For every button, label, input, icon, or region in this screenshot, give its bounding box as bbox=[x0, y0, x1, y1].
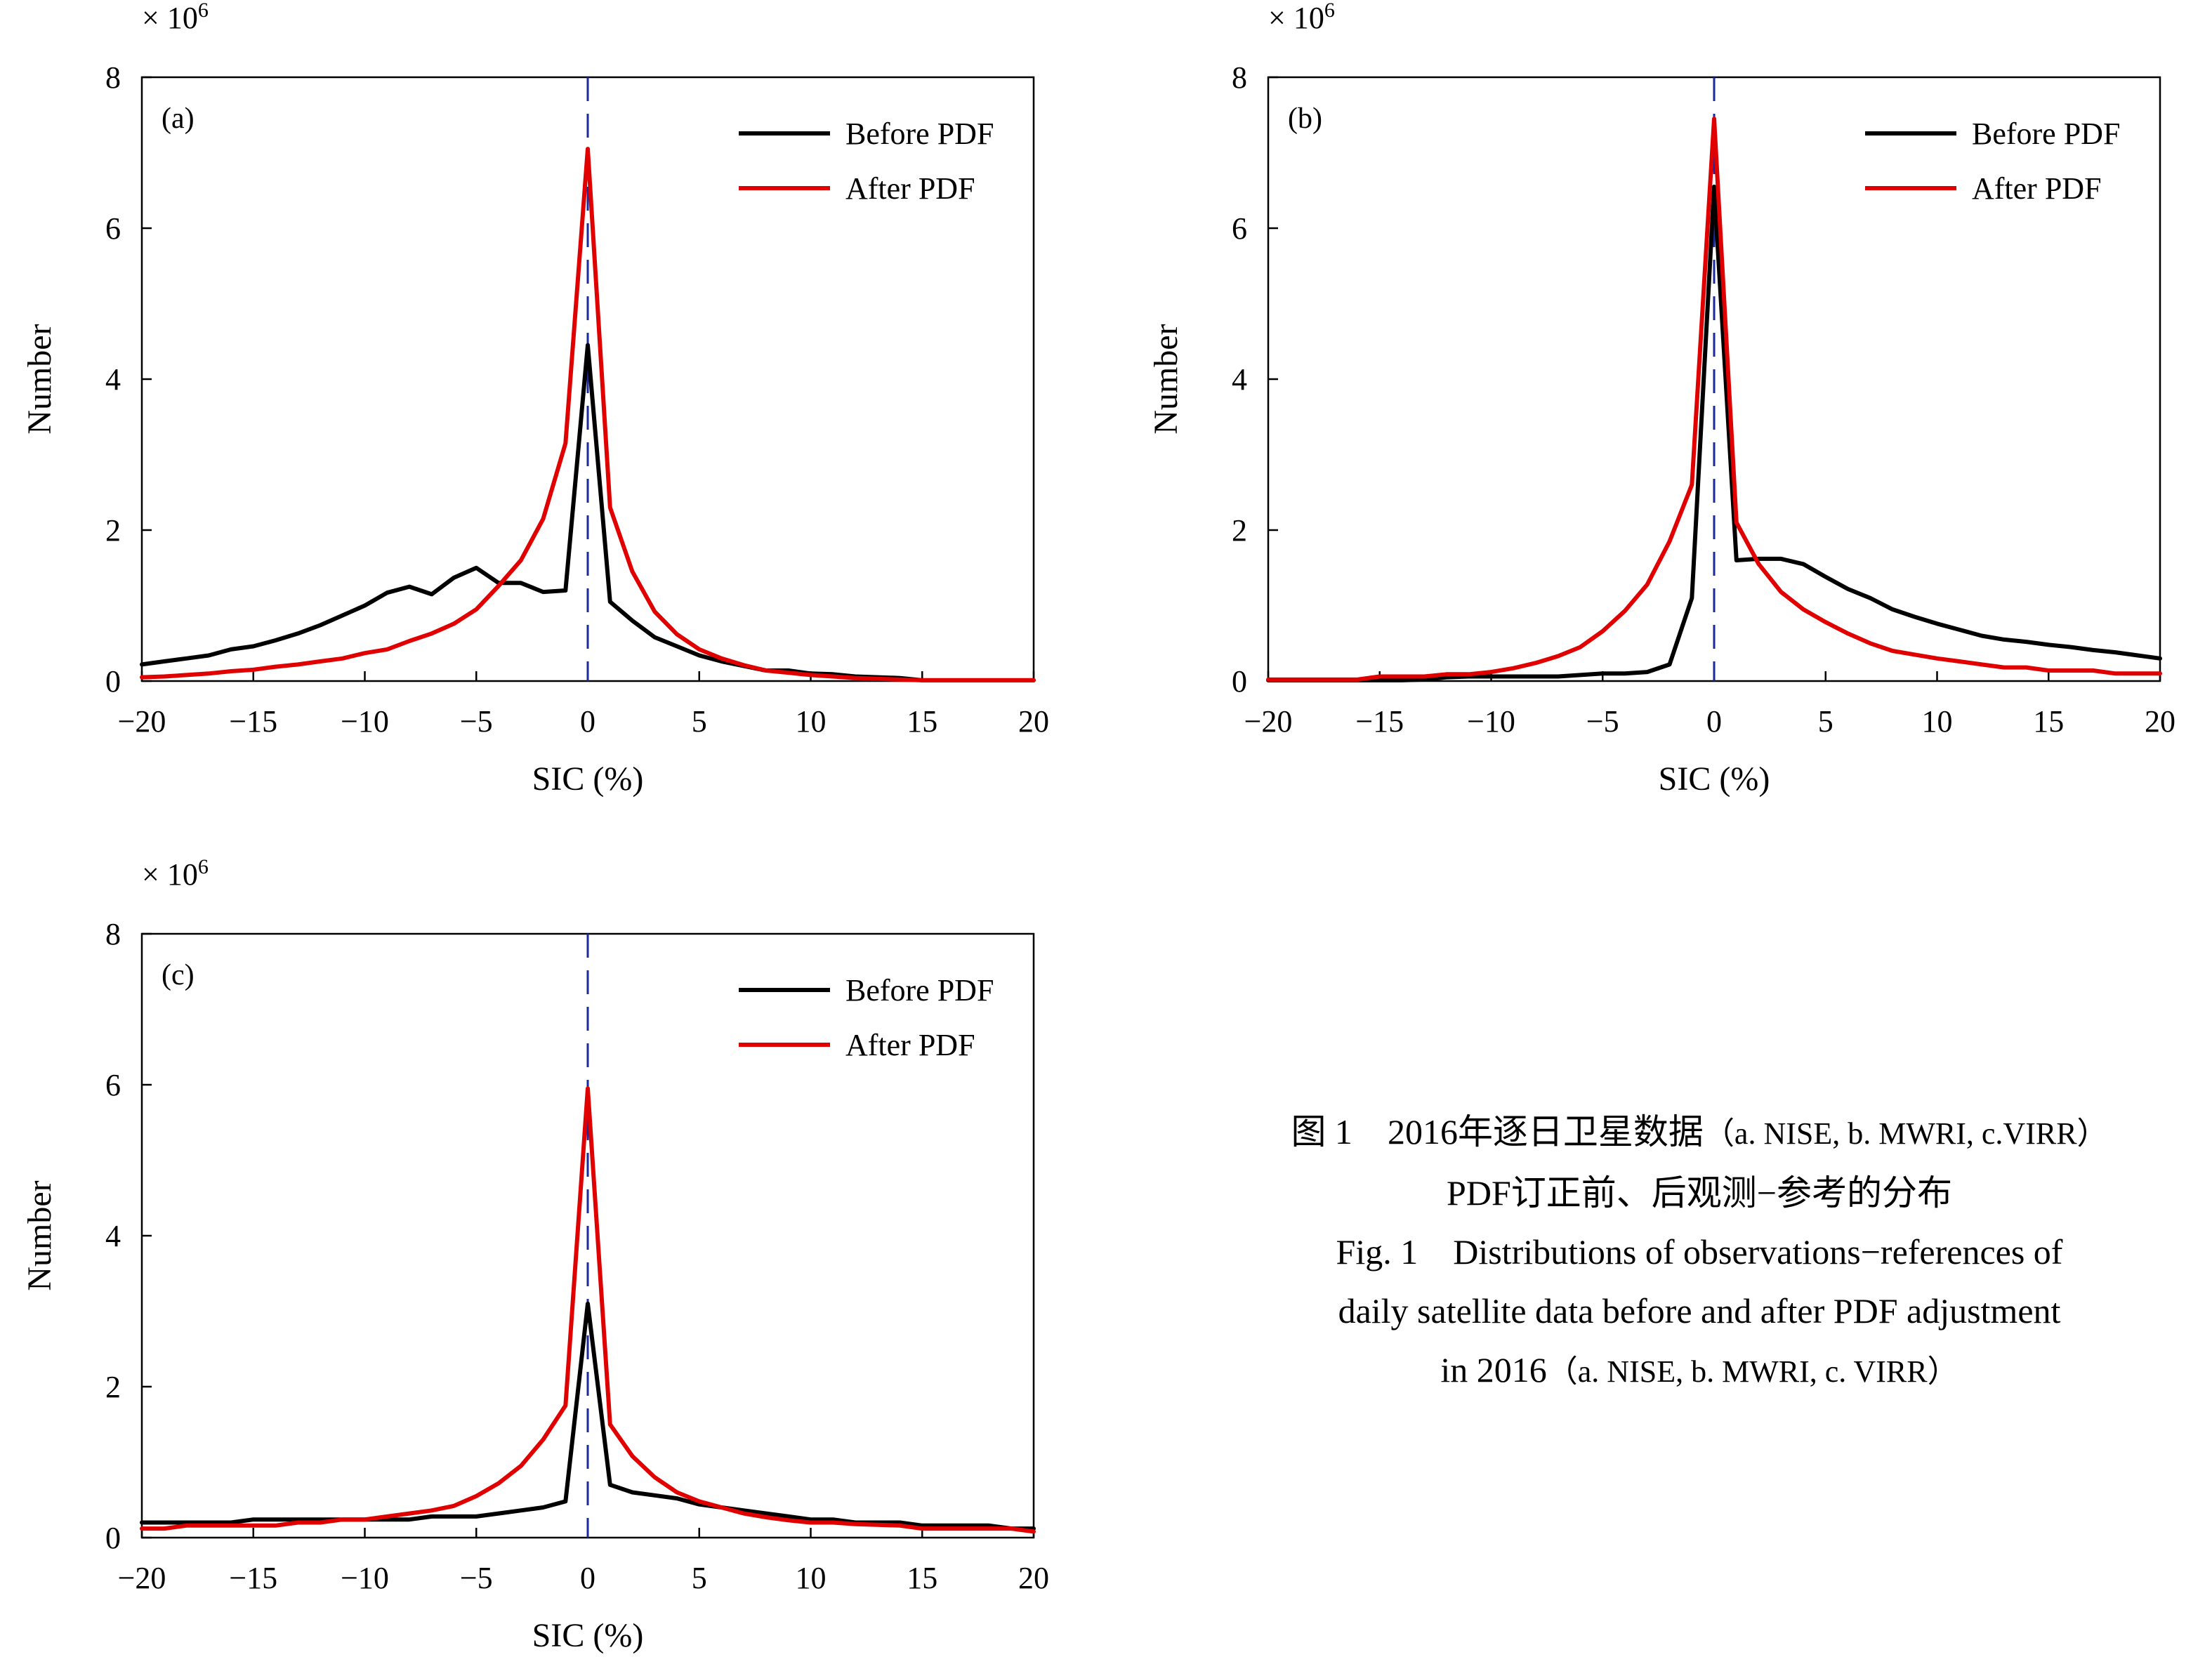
figure-caption: 图 1 2016年逐日卫星数据（a. NISE, b. MWRI, c.VIRR）… bbox=[1194, 1102, 2205, 1401]
y-tick-label: 6 bbox=[105, 211, 121, 246]
y-multiplier: × 106 bbox=[142, 855, 209, 892]
x-tick-label: −15 bbox=[229, 1561, 277, 1595]
caption-cn-title-paren: （a. NISE, b. MWRI, c.VIRR） bbox=[1703, 1116, 2108, 1151]
before-pdf-line bbox=[1266, 184, 2162, 682]
x-tick-label: −20 bbox=[118, 1561, 166, 1595]
x-tick-label: 10 bbox=[1922, 704, 1953, 739]
x-axis-label: SIC (%) bbox=[532, 760, 644, 798]
y-tick-label: 8 bbox=[105, 917, 121, 951]
x-tick-label: −10 bbox=[341, 1561, 389, 1595]
y-multiplier: × 106 bbox=[1268, 0, 1335, 35]
y-tick-label: 4 bbox=[105, 362, 121, 397]
y-tick-label: 2 bbox=[105, 1370, 121, 1404]
after-pdf-line bbox=[140, 147, 1036, 682]
caption-en-line1: Fig. 1 Distributions of observations−refe… bbox=[1194, 1222, 2205, 1281]
caption-cn-line2: PDF订正前、后观测−参考的分布 bbox=[1447, 1173, 1952, 1213]
legend-label-after: After PDF bbox=[1972, 171, 2102, 206]
after-pdf-line bbox=[1266, 117, 2162, 682]
x-tick-label: −10 bbox=[1467, 704, 1515, 739]
y-axis-label: Number bbox=[21, 324, 58, 434]
x-tick-label: −15 bbox=[229, 704, 277, 739]
caption-cn-prefix: 图 1 bbox=[1291, 1112, 1352, 1151]
x-tick-label: 5 bbox=[1818, 704, 1834, 739]
x-tick-label: 20 bbox=[1018, 1561, 1049, 1595]
x-tick-label: −5 bbox=[460, 704, 493, 739]
y-tick-label: 8 bbox=[1232, 60, 1247, 95]
panel-label: (c) bbox=[162, 959, 195, 991]
y-tick-label: 2 bbox=[105, 513, 121, 548]
y-axis-label: Number bbox=[1147, 324, 1185, 434]
x-tick-label: 15 bbox=[907, 704, 937, 739]
x-tick-label: −5 bbox=[1586, 704, 1619, 739]
x-tick-label: 20 bbox=[1018, 704, 1049, 739]
after-pdf-line bbox=[140, 1086, 1036, 1534]
panel-label: (b) bbox=[1288, 103, 1322, 135]
y-tick-label: 0 bbox=[105, 1521, 121, 1555]
y-tick-label: 0 bbox=[105, 664, 121, 699]
x-tick-label: −10 bbox=[341, 704, 389, 739]
caption-en-line3: in 2016（a. NISE, b. MWRI, c. VIRR） bbox=[1194, 1340, 2205, 1401]
y-tick-label: 0 bbox=[1232, 664, 1247, 699]
y-multiplier: × 106 bbox=[142, 0, 209, 35]
x-axis-label: SIC (%) bbox=[1659, 760, 1770, 798]
x-tick-label: 0 bbox=[580, 1561, 595, 1595]
y-tick-label: 6 bbox=[1232, 211, 1247, 246]
legend-label-before: Before PDF bbox=[845, 973, 994, 1008]
y-tick-label: 4 bbox=[105, 1219, 121, 1253]
legend-label-after: After PDF bbox=[845, 1028, 975, 1062]
caption-en-line2: daily satellite data before and after PD… bbox=[1338, 1291, 2061, 1330]
x-tick-label: −5 bbox=[460, 1561, 493, 1595]
x-axis-label: SIC (%) bbox=[532, 1617, 644, 1654]
x-tick-label: 15 bbox=[907, 1561, 937, 1595]
caption-en-text3: in 2016 bbox=[1440, 1350, 1547, 1389]
caption-en-text1: Distributions of observations−references… bbox=[1453, 1232, 2063, 1272]
x-tick-label: −20 bbox=[118, 704, 166, 739]
y-tick-label: 8 bbox=[105, 60, 121, 95]
x-tick-label: −20 bbox=[1244, 704, 1293, 739]
chart-panel-c: 0 2 4 6 8 −20 −15 −10 −5 0 5 10 15 20 SIC (%) Number × 1… bbox=[21, 855, 1049, 1654]
y-tick-label: 6 bbox=[105, 1068, 121, 1102]
y-tick-label: 4 bbox=[1232, 362, 1247, 397]
x-tick-label: 0 bbox=[580, 704, 595, 739]
chart-panel-b: 0 2 4 6 8 −20 −15 −10 −5 0 5 10 15 20 SIC (%) Number × 1… bbox=[1147, 0, 2175, 798]
legend-label-after: After PDF bbox=[845, 171, 975, 206]
x-tick-label: 10 bbox=[796, 704, 827, 739]
x-tick-label: −15 bbox=[1355, 704, 1404, 739]
x-tick-label: 10 bbox=[796, 1561, 827, 1595]
x-tick-label: 5 bbox=[692, 704, 707, 739]
caption-en-text3-paren: （a. NISE, b. MWRI, c. VIRR） bbox=[1546, 1354, 1958, 1389]
panel-label: (a) bbox=[162, 103, 195, 135]
chart-panel-a: 0 2 4 6 8 −20 −15 −10 −5 0 5 10 15 20 SIC (%) Number × 1… bbox=[21, 0, 1049, 798]
before-pdf-line bbox=[140, 1301, 1036, 1531]
x-tick-label: 15 bbox=[2033, 704, 2064, 739]
x-tick-label: 0 bbox=[1706, 704, 1722, 739]
caption-cn-title: 2016年逐日卫星数据 bbox=[1387, 1112, 1704, 1151]
legend-label-before: Before PDF bbox=[1972, 117, 2120, 151]
x-tick-label: 5 bbox=[692, 1561, 707, 1595]
caption-cn-line1: 图 1 2016年逐日卫星数据（a. NISE, b. MWRI, c.VIRR） bbox=[1194, 1102, 2205, 1163]
caption-en-prefix: Fig. 1 bbox=[1336, 1232, 1418, 1272]
legend-label-before: Before PDF bbox=[845, 117, 994, 151]
y-axis-label: Number bbox=[21, 1180, 58, 1290]
y-tick-label: 2 bbox=[1232, 513, 1247, 548]
x-tick-label: 20 bbox=[2145, 704, 2175, 739]
